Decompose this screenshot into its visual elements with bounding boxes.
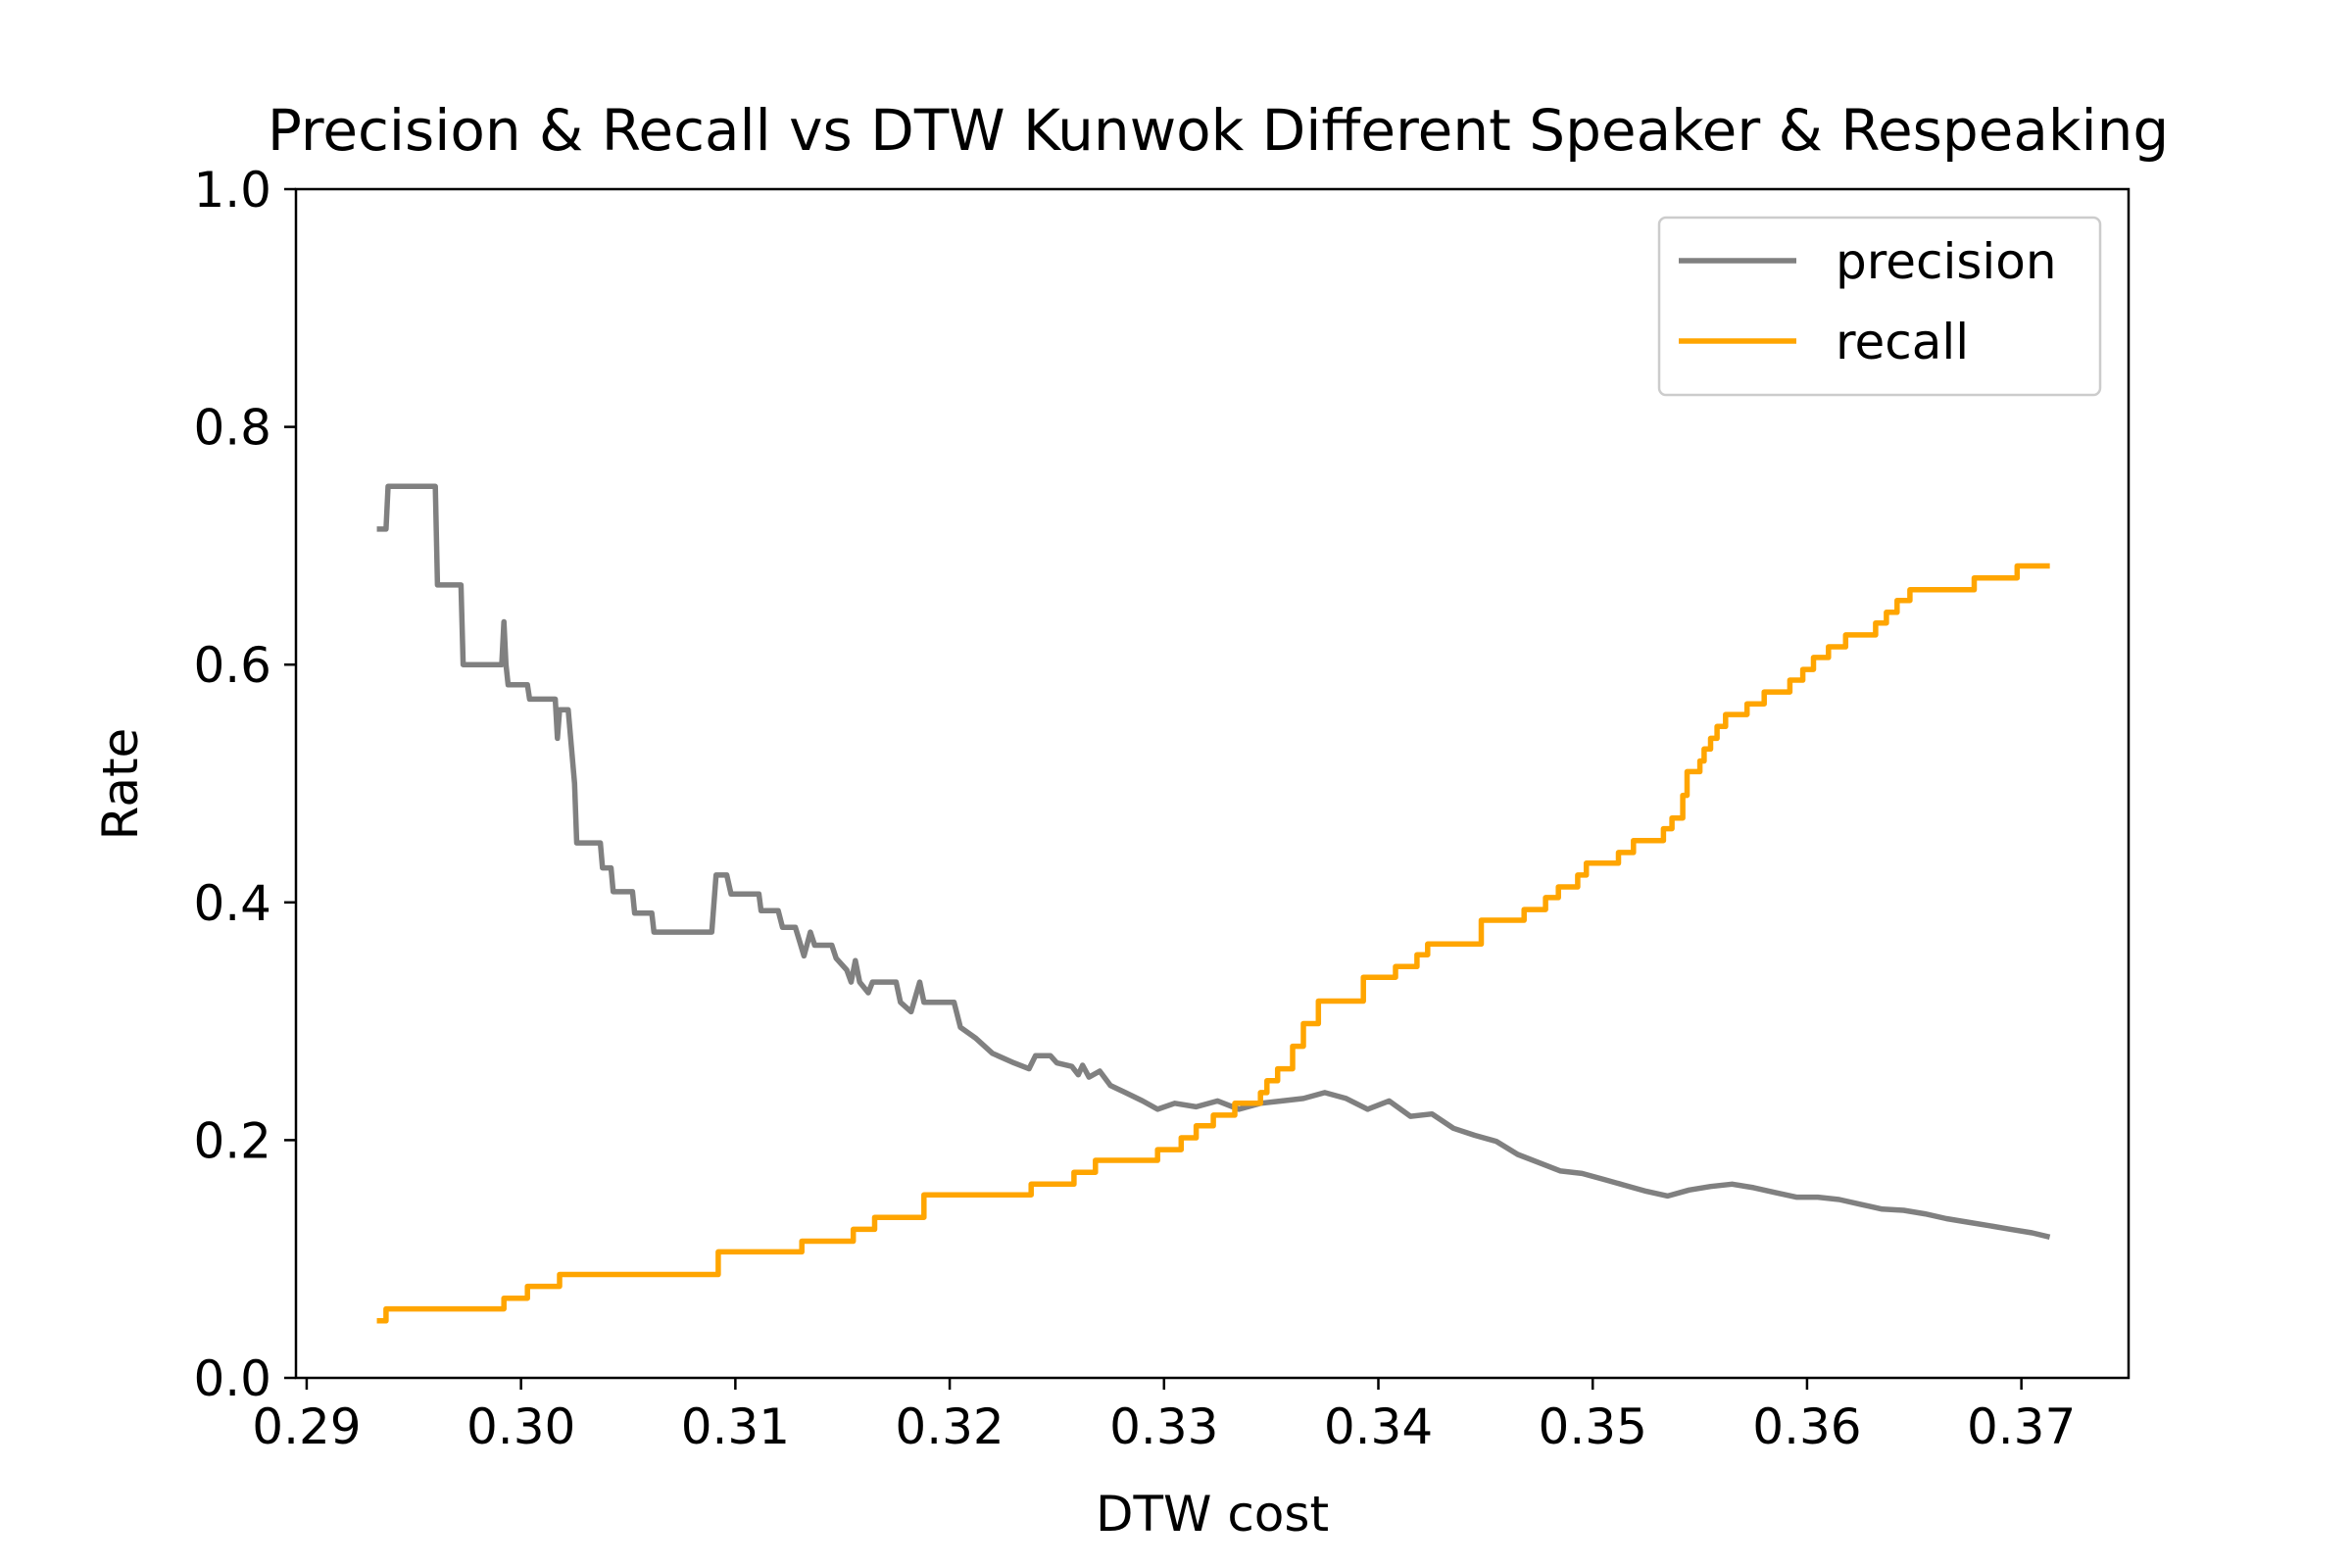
- series-line-recall: [376, 563, 2050, 1324]
- x-tick-label: 0.33: [1109, 1398, 1218, 1455]
- y-axis-ticks: 0.0 0.2 0.4 0.6 0.8 1.0: [193, 162, 296, 1407]
- chart-title: Precision & Recall vs DTW Kunwok Differe…: [268, 97, 2169, 164]
- x-axis-label: DTW cost: [1096, 1486, 1329, 1543]
- y-tick-label: 0.2: [193, 1112, 271, 1169]
- plot-lines: [376, 483, 2051, 1324]
- y-tick-label: 0.8: [193, 400, 271, 457]
- x-tick-label: 0.31: [681, 1398, 790, 1455]
- y-tick-label: 0.6: [193, 637, 271, 694]
- x-tick-label: 0.36: [1752, 1398, 1861, 1455]
- legend: precision recall: [1657, 216, 2102, 397]
- y-tick-label: 0.4: [193, 875, 271, 932]
- x-tick-label: 0.34: [1324, 1398, 1433, 1455]
- legend-label-precision: precision: [1836, 233, 2057, 290]
- legend-label-recall: recall: [1836, 314, 1969, 370]
- y-tick-label: 0.0: [193, 1350, 271, 1407]
- series-line-precision: [376, 483, 2051, 1241]
- x-tick-label: 0.29: [252, 1398, 361, 1455]
- plot-frame: [294, 187, 2131, 1380]
- x-tick-label: 0.37: [1967, 1398, 2076, 1455]
- x-tick-label: 0.30: [466, 1398, 575, 1455]
- x-tick-label: 0.35: [1539, 1398, 1647, 1455]
- y-axis-label: Rate: [92, 728, 149, 841]
- x-tick-label: 0.32: [895, 1398, 1004, 1455]
- y-tick-label: 1.0: [193, 162, 271, 219]
- x-axis-ticks: 0.29 0.30 0.31 0.32 0.33 0.34 0.35 0.36 0.37: [252, 1378, 2076, 1455]
